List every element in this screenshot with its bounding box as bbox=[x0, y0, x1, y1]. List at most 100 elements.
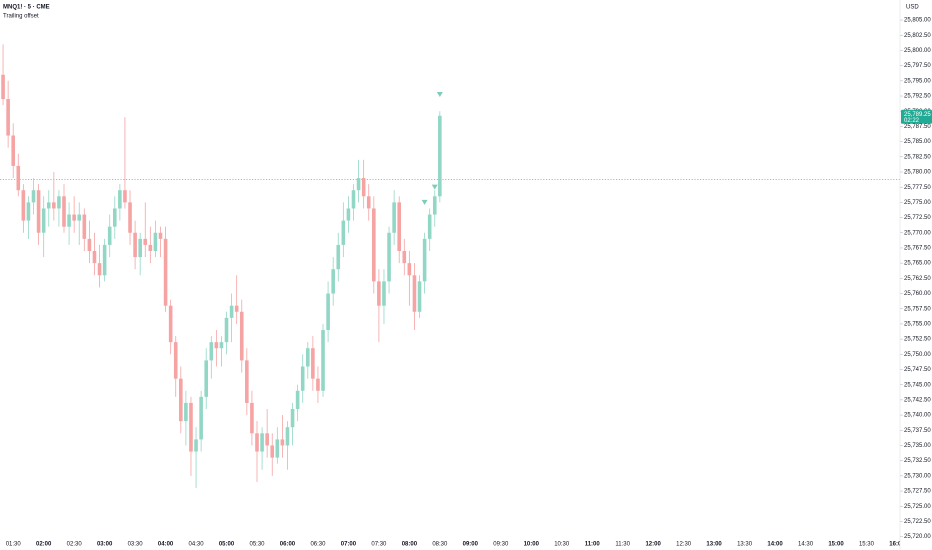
candle-body bbox=[173, 342, 178, 379]
y-tick-label: 25,762.50 bbox=[904, 276, 931, 282]
candle-body bbox=[245, 360, 249, 403]
candle-body bbox=[397, 202, 402, 251]
y-tick-label: 25,727.50 bbox=[904, 489, 931, 495]
x-tick-label: 07:30 bbox=[371, 542, 387, 548]
x-tick-label: 15:30 bbox=[859, 542, 875, 548]
candle-body bbox=[361, 178, 366, 197]
candle-body bbox=[250, 402, 254, 434]
y-tick-label: 25,777.50 bbox=[904, 185, 931, 191]
candle-body bbox=[112, 208, 117, 227]
x-tick-label: 02:00 bbox=[36, 542, 52, 548]
x-tick-label: 02:30 bbox=[67, 542, 83, 548]
candle-body bbox=[300, 366, 305, 391]
candle-body bbox=[412, 275, 417, 312]
y-tick-label: 25,800.00 bbox=[904, 48, 931, 54]
candle-body bbox=[148, 244, 153, 251]
x-tick-label: 12:30 bbox=[676, 542, 692, 548]
candle-body bbox=[229, 305, 234, 318]
candle-body bbox=[31, 190, 36, 203]
candle-body bbox=[97, 263, 102, 276]
y-tick-label: 25,795.00 bbox=[904, 78, 931, 84]
x-tick-label: 09:00 bbox=[463, 542, 479, 548]
y-tick-label: 25,782.50 bbox=[904, 154, 931, 160]
candle-body bbox=[255, 433, 259, 452]
candle-body bbox=[87, 238, 92, 251]
candle-body bbox=[143, 238, 148, 245]
candle-body bbox=[432, 196, 437, 215]
y-tick-label: 25,805.00 bbox=[904, 18, 931, 24]
candle-body bbox=[204, 360, 209, 397]
candle-body bbox=[305, 348, 310, 367]
y-tick-label: 25,720.00 bbox=[904, 534, 931, 540]
candle-body bbox=[62, 196, 66, 227]
candle-body bbox=[123, 190, 127, 203]
candle-body bbox=[392, 202, 396, 233]
y-tick-label: 25,802.50 bbox=[904, 33, 931, 39]
candle-body bbox=[341, 220, 346, 245]
y-tick-label: 25,735.00 bbox=[904, 443, 931, 449]
candle-body bbox=[41, 208, 46, 233]
candle-body bbox=[316, 378, 320, 391]
y-tick-label: 25,775.00 bbox=[904, 200, 931, 206]
candle-body bbox=[438, 115, 442, 197]
candle-body bbox=[82, 214, 87, 239]
x-tick-label: 10:00 bbox=[524, 542, 540, 548]
y-tick-label: 25,767.50 bbox=[904, 246, 931, 252]
x-tick-label: 09:30 bbox=[493, 542, 509, 548]
candle-body bbox=[417, 281, 422, 312]
y-tick-label: 25,740.00 bbox=[904, 413, 931, 419]
x-tick-label: 16:00 bbox=[889, 542, 905, 548]
y-tick-label: 25,792.50 bbox=[904, 94, 931, 100]
y-tick-label: 25,772.50 bbox=[904, 215, 931, 221]
x-tick-label: 07:00 bbox=[341, 542, 357, 548]
plot-area: 01:30 02:00 02:30 03:00 03:30 04:00 04:30 05:00… bbox=[0, 44, 905, 548]
candle-body bbox=[133, 232, 137, 258]
candle-body bbox=[224, 317, 229, 343]
x-tick-label: 08:30 bbox=[432, 542, 448, 548]
y-tick-label: 25,725.00 bbox=[904, 504, 931, 510]
y-tick-label: 25,770.00 bbox=[904, 230, 931, 236]
candle-body bbox=[239, 311, 244, 361]
candle-body bbox=[331, 269, 335, 294]
x-tick-label: 05:00 bbox=[219, 542, 235, 548]
x-tick-label: 01:30 bbox=[6, 542, 22, 548]
y-tick-label: 25,747.50 bbox=[904, 367, 931, 373]
candle-body bbox=[387, 232, 391, 282]
last-price-label: 25,789.25 bbox=[904, 112, 931, 118]
candle-body bbox=[377, 281, 381, 306]
x-tick-label: 14:00 bbox=[767, 542, 783, 548]
candle-body bbox=[138, 238, 142, 258]
candle-body bbox=[128, 202, 132, 233]
candle-body bbox=[6, 99, 10, 136]
price-axis: USD 25,720.00 25,722.50 25,725.00 25,727.50… bbox=[899, 0, 932, 550]
candle-body bbox=[311, 348, 315, 379]
currency-label: USD bbox=[906, 5, 919, 11]
candle-body bbox=[26, 202, 31, 221]
candle-body bbox=[234, 305, 239, 312]
candle-body bbox=[77, 214, 82, 221]
candle-body bbox=[194, 439, 198, 452]
candle-body bbox=[280, 439, 285, 446]
candle-body bbox=[219, 342, 224, 349]
y-tick-label: 25,797.50 bbox=[904, 63, 931, 69]
y-tick-label: 25,722.50 bbox=[904, 519, 931, 525]
candle-body bbox=[107, 226, 112, 245]
y-tick-label: 25,765.00 bbox=[904, 261, 931, 267]
y-tick-label: 25,750.00 bbox=[904, 352, 931, 358]
y-tick-label: 25,737.50 bbox=[904, 428, 931, 434]
trail-marker bbox=[436, 92, 443, 98]
candle-body bbox=[382, 281, 386, 306]
candle-body bbox=[158, 232, 163, 239]
y-tick-label: 25,760.00 bbox=[904, 291, 931, 297]
x-tick-label: 13:30 bbox=[737, 542, 753, 548]
candle-body bbox=[346, 208, 351, 221]
candle-body bbox=[366, 196, 371, 209]
candle-body bbox=[285, 427, 290, 446]
candle-body bbox=[260, 433, 264, 452]
trail-marker bbox=[421, 199, 428, 205]
candle-body bbox=[1, 74, 5, 100]
candle-body bbox=[118, 190, 122, 209]
candle-body bbox=[265, 433, 269, 446]
x-tick-label: 11:00 bbox=[585, 542, 601, 548]
